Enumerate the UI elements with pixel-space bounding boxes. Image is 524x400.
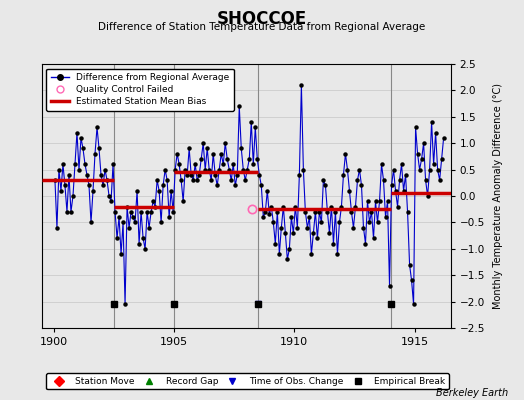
Text: Berkeley Earth: Berkeley Earth (436, 388, 508, 398)
Text: SHOCCOE: SHOCCOE (217, 10, 307, 28)
Legend: Station Move, Record Gap, Time of Obs. Change, Empirical Break: Station Move, Record Gap, Time of Obs. C… (47, 373, 449, 390)
Text: Difference of Station Temperature Data from Regional Average: Difference of Station Temperature Data f… (99, 22, 425, 32)
Y-axis label: Monthly Temperature Anomaly Difference (°C): Monthly Temperature Anomaly Difference (… (494, 83, 504, 309)
